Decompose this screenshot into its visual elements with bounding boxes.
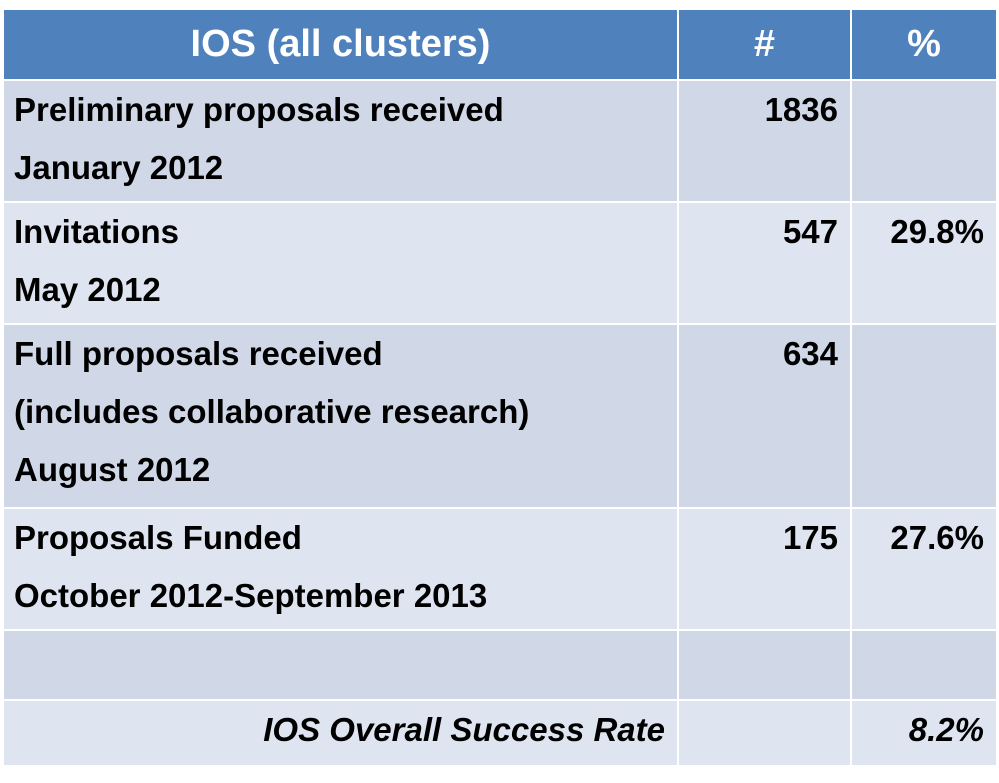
row-label-line: (includes collaborative research) (14, 393, 530, 430)
table-row: Proposals Funded October 2012-September … (2, 508, 998, 631)
row-percent: 27.6% (850, 508, 998, 631)
row-count: 547 (677, 202, 852, 325)
empty-cell (2, 630, 679, 701)
row-count: 634 (677, 324, 852, 509)
row-label-line: Invitations (14, 213, 180, 250)
empty-cell (677, 630, 852, 701)
header-percent: % (850, 10, 998, 81)
row-label-line: Full proposals received (14, 335, 383, 372)
row-label-line: Proposals Funded (14, 519, 302, 556)
row-label: Full proposals received (includes collab… (2, 324, 679, 509)
summary-row: IOS Overall Success Rate 8.2% (2, 700, 998, 767)
row-percent: 29.8% (850, 202, 998, 325)
row-count: 1836 (677, 80, 852, 203)
table-row: Invitations May 2012 547 29.8% (2, 202, 998, 325)
row-label-line: May 2012 (14, 271, 161, 308)
row-label-line: August 2012 (14, 451, 211, 488)
row-label: Preliminary proposals received January 2… (2, 80, 679, 203)
row-percent (850, 80, 998, 203)
header-title: IOS (all clusters) (2, 10, 679, 81)
row-count: 175 (677, 508, 852, 631)
row-label: Invitations May 2012 (2, 202, 679, 325)
row-percent (850, 324, 998, 509)
table-row: Preliminary proposals received January 2… (2, 80, 998, 203)
summary-label: IOS Overall Success Rate (2, 700, 679, 767)
table-row: Full proposals received (includes collab… (2, 324, 998, 509)
row-label-line: October 2012-September 2013 (14, 577, 488, 614)
table-header-row: IOS (all clusters) # % (2, 10, 998, 81)
empty-cell (677, 700, 852, 767)
ios-proposal-table: IOS (all clusters) # % Preliminary propo… (2, 10, 998, 767)
empty-cell (850, 630, 998, 701)
summary-percent: 8.2% (850, 700, 998, 767)
empty-row (2, 630, 998, 701)
header-count: # (677, 10, 852, 81)
row-label-line: Preliminary proposals received (14, 91, 504, 128)
row-label: Proposals Funded October 2012-September … (2, 508, 679, 631)
row-label-line: January 2012 (14, 149, 224, 186)
